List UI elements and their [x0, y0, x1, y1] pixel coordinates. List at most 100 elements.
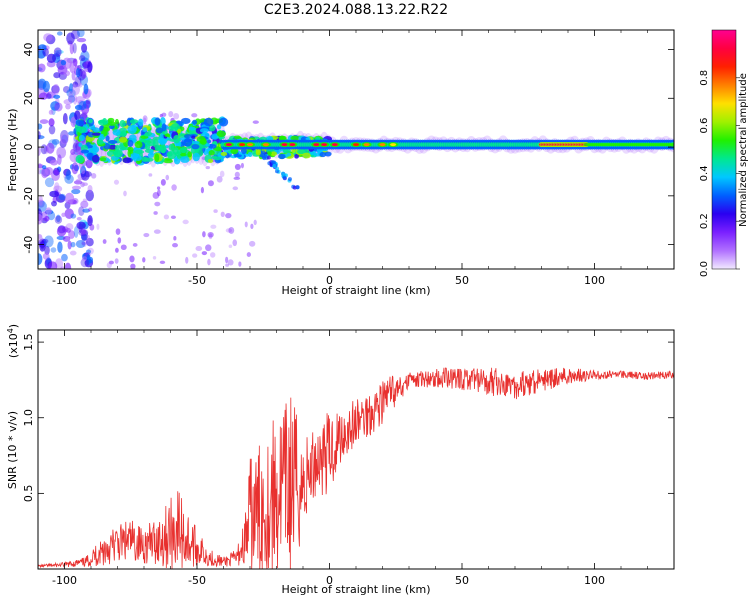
- heatmap-cell: [107, 121, 116, 126]
- heatmap-cell: [159, 144, 167, 154]
- spectrogram-ytick-label: 0: [22, 144, 35, 151]
- heatmap-cell: [157, 137, 168, 144]
- heatmap-cell: [161, 112, 167, 117]
- heatmap-cell: [71, 70, 76, 81]
- heatmap-cell: [60, 59, 67, 66]
- heatmap-cell: [53, 169, 59, 176]
- heatmap-cell: [48, 261, 58, 269]
- heatmap-cell: [38, 234, 43, 243]
- heatmap-cell: [38, 199, 45, 208]
- heatmap-cell: [127, 139, 134, 147]
- heatmap-cell: [199, 128, 209, 133]
- heatmap-cell: [115, 247, 119, 253]
- heatmap-cell: [38, 234, 43, 239]
- colorbar-tick-label: 0.4: [699, 165, 710, 181]
- heatmap-cell: [46, 53, 57, 64]
- heatmap-cell: [129, 119, 139, 124]
- heatmap-cell: [56, 146, 67, 159]
- snr-xtick-label: 100: [584, 574, 605, 587]
- colorbar-scale: [711, 29, 737, 270]
- heatmap-cell: [87, 215, 93, 227]
- heatmap-cell: [51, 85, 60, 94]
- heatmap-cell: [183, 134, 192, 139]
- spectrogram-heatmap: [38, 30, 674, 269]
- heatmap-cell: [156, 189, 161, 197]
- spectrogram-ytick-label: 40: [22, 43, 35, 57]
- heatmap-cell: [127, 149, 132, 158]
- heatmap-cell: [50, 247, 57, 253]
- heatmap-cell: [331, 143, 338, 147]
- heatmap-cell: [82, 182, 88, 186]
- heatmap-cell: [42, 252, 50, 260]
- heatmap-cell: [146, 138, 156, 147]
- snr-xtick-label: -50: [188, 574, 206, 587]
- snr-xtick-label: -100: [52, 574, 77, 587]
- heatmap-cell: [179, 147, 188, 154]
- spectrogram-xtick-label: 0: [326, 274, 333, 287]
- heatmap-cell: [81, 242, 87, 246]
- heatmap-cell: [244, 221, 248, 228]
- heatmap-cell: [80, 170, 90, 181]
- heatmap-cell: [48, 125, 56, 135]
- heatmap-cell: [210, 224, 217, 229]
- heatmap-cell: [70, 241, 76, 248]
- heatmap-cell: [270, 160, 275, 165]
- heatmap-cell: [39, 119, 49, 124]
- heatmap-cell: [156, 186, 161, 190]
- heatmap-cell: [261, 155, 266, 160]
- heatmap-cell: [78, 142, 83, 148]
- heatmap-cell: [208, 143, 217, 149]
- heatmap-cell: [319, 151, 327, 158]
- heatmap-cell: [88, 207, 93, 212]
- heatmap-cell: [192, 253, 198, 258]
- heatmap-cell: [228, 244, 233, 249]
- heatmap-cell: [220, 211, 225, 218]
- spectrogram-plot-area: [38, 30, 674, 269]
- heatmap-cell: [38, 63, 46, 73]
- heatmap-cell: [147, 152, 155, 158]
- snr-multiplier: (x104): [6, 324, 20, 358]
- heatmap-cell: [143, 117, 147, 125]
- heatmap-cell: [45, 207, 52, 215]
- heatmap-cell: [81, 43, 88, 53]
- heatmap-cell: [670, 143, 674, 147]
- heatmap-cell: [227, 259, 234, 266]
- heatmap-cell: [172, 243, 178, 248]
- heatmap-cell: [208, 233, 213, 240]
- spectrogram-ytick-label: -20: [22, 187, 35, 205]
- heatmap-cell: [234, 163, 241, 171]
- heatmap-cell: [168, 125, 174, 132]
- heatmap-cell: [80, 200, 89, 209]
- heatmap-cell: [203, 117, 214, 127]
- heatmap-cell: [49, 190, 60, 198]
- heatmap-cell: [60, 266, 66, 269]
- heatmap-cell: [297, 148, 306, 155]
- heatmap-cell: [112, 129, 121, 136]
- spectrogram-ylabel: Frequency (Hz): [6, 109, 19, 192]
- heatmap-cell: [108, 260, 114, 265]
- heatmap-cell: [76, 221, 86, 230]
- heatmap-cell: [97, 139, 104, 145]
- heatmap-cell: [167, 150, 177, 160]
- heatmap-cell: [173, 235, 177, 241]
- heatmap-cell: [74, 75, 82, 87]
- heatmap-cell: [62, 113, 68, 125]
- heatmap-cell: [66, 32, 75, 45]
- heatmap-cell: [85, 159, 93, 169]
- heatmap-cell: [240, 162, 244, 169]
- heatmap-cell: [219, 170, 225, 178]
- heatmap-cell: [180, 153, 187, 157]
- heatmap-cell: [61, 212, 66, 217]
- heatmap-cell: [51, 200, 57, 207]
- heatmap-cell: [77, 126, 87, 134]
- heatmap-cell: [211, 133, 219, 140]
- heatmap-cell: [208, 150, 215, 156]
- heatmap-cell: [239, 143, 246, 147]
- snr-plot-area: [38, 330, 674, 569]
- heatmap-cell: [216, 124, 222, 130]
- heatmap-cell: [207, 180, 214, 187]
- heatmap-cell: [81, 256, 88, 262]
- heatmap-cell: [286, 152, 292, 157]
- heatmap-cell: [38, 131, 41, 140]
